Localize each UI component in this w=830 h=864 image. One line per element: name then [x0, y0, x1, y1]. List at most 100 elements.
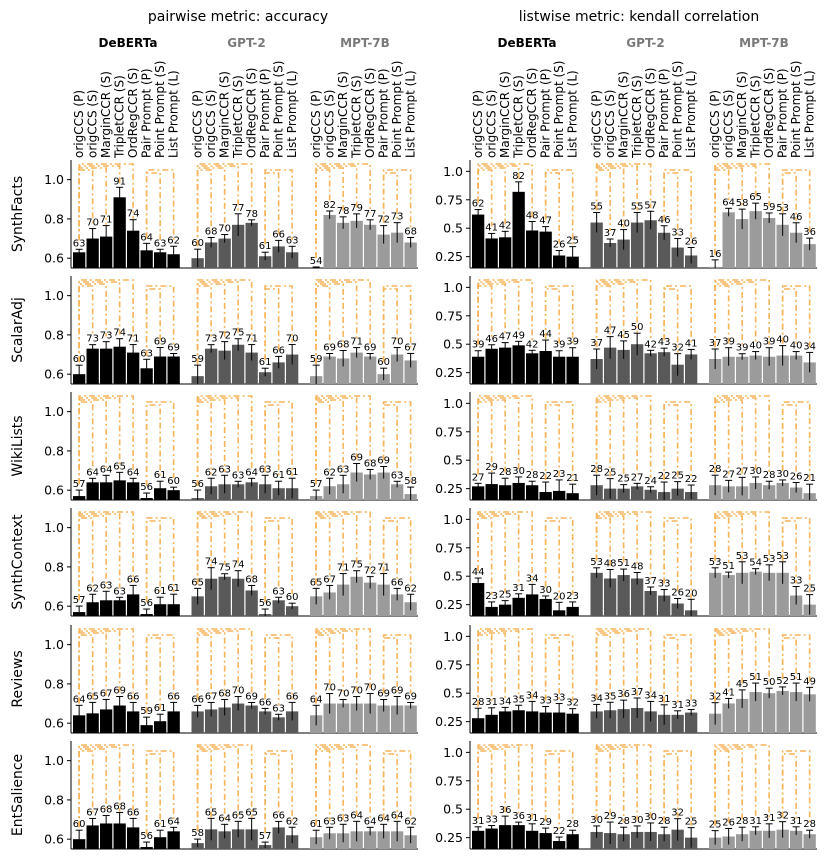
method-label: TripletCCR (S) — [113, 75, 127, 159]
method-label: Point Prompt (S) — [789, 61, 803, 158]
method-label: MarginCCR (S) — [218, 71, 232, 158]
method-label: OrdRegCCR (S) — [644, 68, 658, 158]
comparison-bracket — [196, 634, 212, 700]
comparison-bracket — [78, 517, 94, 601]
data-label: 69 — [404, 692, 417, 703]
comparison-bracket — [382, 634, 412, 694]
data-label: 57 — [73, 479, 86, 490]
bar-ordregccr-s — [644, 590, 657, 616]
data-label: 48 — [631, 561, 644, 572]
data-label: 25 — [499, 590, 512, 601]
comparison-bracket — [315, 163, 371, 258]
group-mpt-7b: 28 27 27 30 28 30 26 21 — [709, 395, 816, 500]
method-label: Pair Prompt (P) — [657, 68, 671, 158]
comparison-bracket — [78, 634, 94, 704]
comparison-bracket — [595, 279, 652, 347]
bar-list-prompt-l — [286, 354, 299, 384]
comparison-bracket — [595, 401, 611, 477]
data-label: 46 — [485, 334, 498, 345]
y-tick-label: 0.6 — [44, 483, 64, 498]
comparison-bracket — [315, 628, 371, 704]
bar-marginccr-s — [100, 709, 113, 733]
bar-tripletccr-s — [350, 220, 363, 268]
comparison-bracket — [264, 520, 280, 603]
bar-list-prompt-l — [404, 242, 417, 268]
method-label: List Prompt (L) — [285, 70, 299, 158]
comparison-bracket — [196, 744, 253, 832]
comparison-bracket — [196, 281, 239, 365]
data-label: 63 — [113, 586, 126, 597]
data-label: 37 — [644, 576, 657, 587]
data-label: 75 — [350, 560, 363, 571]
bar-origccs-p — [472, 583, 485, 616]
data-label: 30 — [749, 466, 762, 477]
comparison-bracket — [78, 169, 94, 241]
bar-list-prompt-l — [167, 356, 180, 384]
bar-marginccr-s — [100, 482, 113, 500]
comparison-bracket — [595, 750, 611, 822]
bar-ordregccr-s — [127, 352, 140, 384]
comparison-bracket — [714, 744, 770, 826]
comparison-bracket — [315, 395, 371, 485]
method-label: origCCS (S) — [603, 90, 617, 158]
data-label: 28 — [763, 470, 776, 481]
bar-ordregccr-s — [763, 217, 776, 268]
comparison-bracket — [595, 397, 638, 475]
y-tick-label: 0.6 — [44, 251, 64, 266]
y-tick-label: 0.5 — [443, 337, 463, 352]
bar-point-prompt-s — [553, 712, 566, 733]
bar-list-prompt-l — [167, 711, 180, 733]
data-label: 65 — [232, 810, 245, 821]
bar-origccs-s — [604, 578, 617, 616]
y-tick-label: 0.75 — [435, 308, 463, 323]
bar-origccs-s — [323, 214, 336, 268]
method-label: List Prompt (L) — [404, 70, 418, 158]
bar-pair-prompt-p — [377, 472, 390, 500]
comparison-bracket — [595, 163, 652, 211]
bar-origccs-s — [205, 709, 218, 733]
bar-origccs-p — [310, 596, 323, 616]
bar-marginccr-s — [736, 834, 749, 849]
comparison-bracket — [595, 746, 638, 820]
comparison-bracket — [595, 395, 652, 478]
data-label: 56 — [259, 598, 272, 609]
comparison-bracket — [663, 288, 679, 353]
comparison-bracket — [382, 401, 412, 483]
bar-origccs-s — [323, 356, 336, 384]
data-label: 60 — [377, 357, 390, 368]
y-tick-label: 1.0 — [443, 164, 463, 179]
bar-point-prompt-s — [391, 705, 404, 733]
comparison-bracket — [196, 748, 226, 832]
bar-ordregccr-s — [127, 594, 140, 616]
y-tick-label: 0.8 — [44, 443, 64, 458]
comparison-bracket — [714, 515, 743, 561]
data-label: 36 — [803, 227, 816, 238]
bar-origccs-p — [590, 711, 603, 733]
bar-ordregccr-s — [364, 474, 377, 500]
comparison-bracket — [663, 634, 692, 703]
data-label: 70 — [218, 224, 231, 235]
method-label: MarginCCR (S) — [99, 71, 113, 158]
comparison-bracket — [145, 517, 175, 603]
comparison-bracket — [315, 281, 358, 365]
bar-marginccr-s — [337, 584, 350, 616]
y-tick-label: 1.0 — [443, 512, 463, 527]
comparison-bracket — [477, 401, 493, 475]
y-tick-label: 1.0 — [443, 629, 463, 644]
y-tick-label: 0.8 — [44, 676, 64, 691]
y-tick-label: 0.25 — [435, 597, 463, 612]
y-tick-label: 0.5 — [443, 221, 463, 236]
bar-tripletccr-s — [512, 825, 525, 849]
bar-marginccr-s — [736, 356, 749, 384]
bar-tripletccr-s — [232, 703, 245, 733]
bar-origccs-s — [722, 575, 735, 616]
